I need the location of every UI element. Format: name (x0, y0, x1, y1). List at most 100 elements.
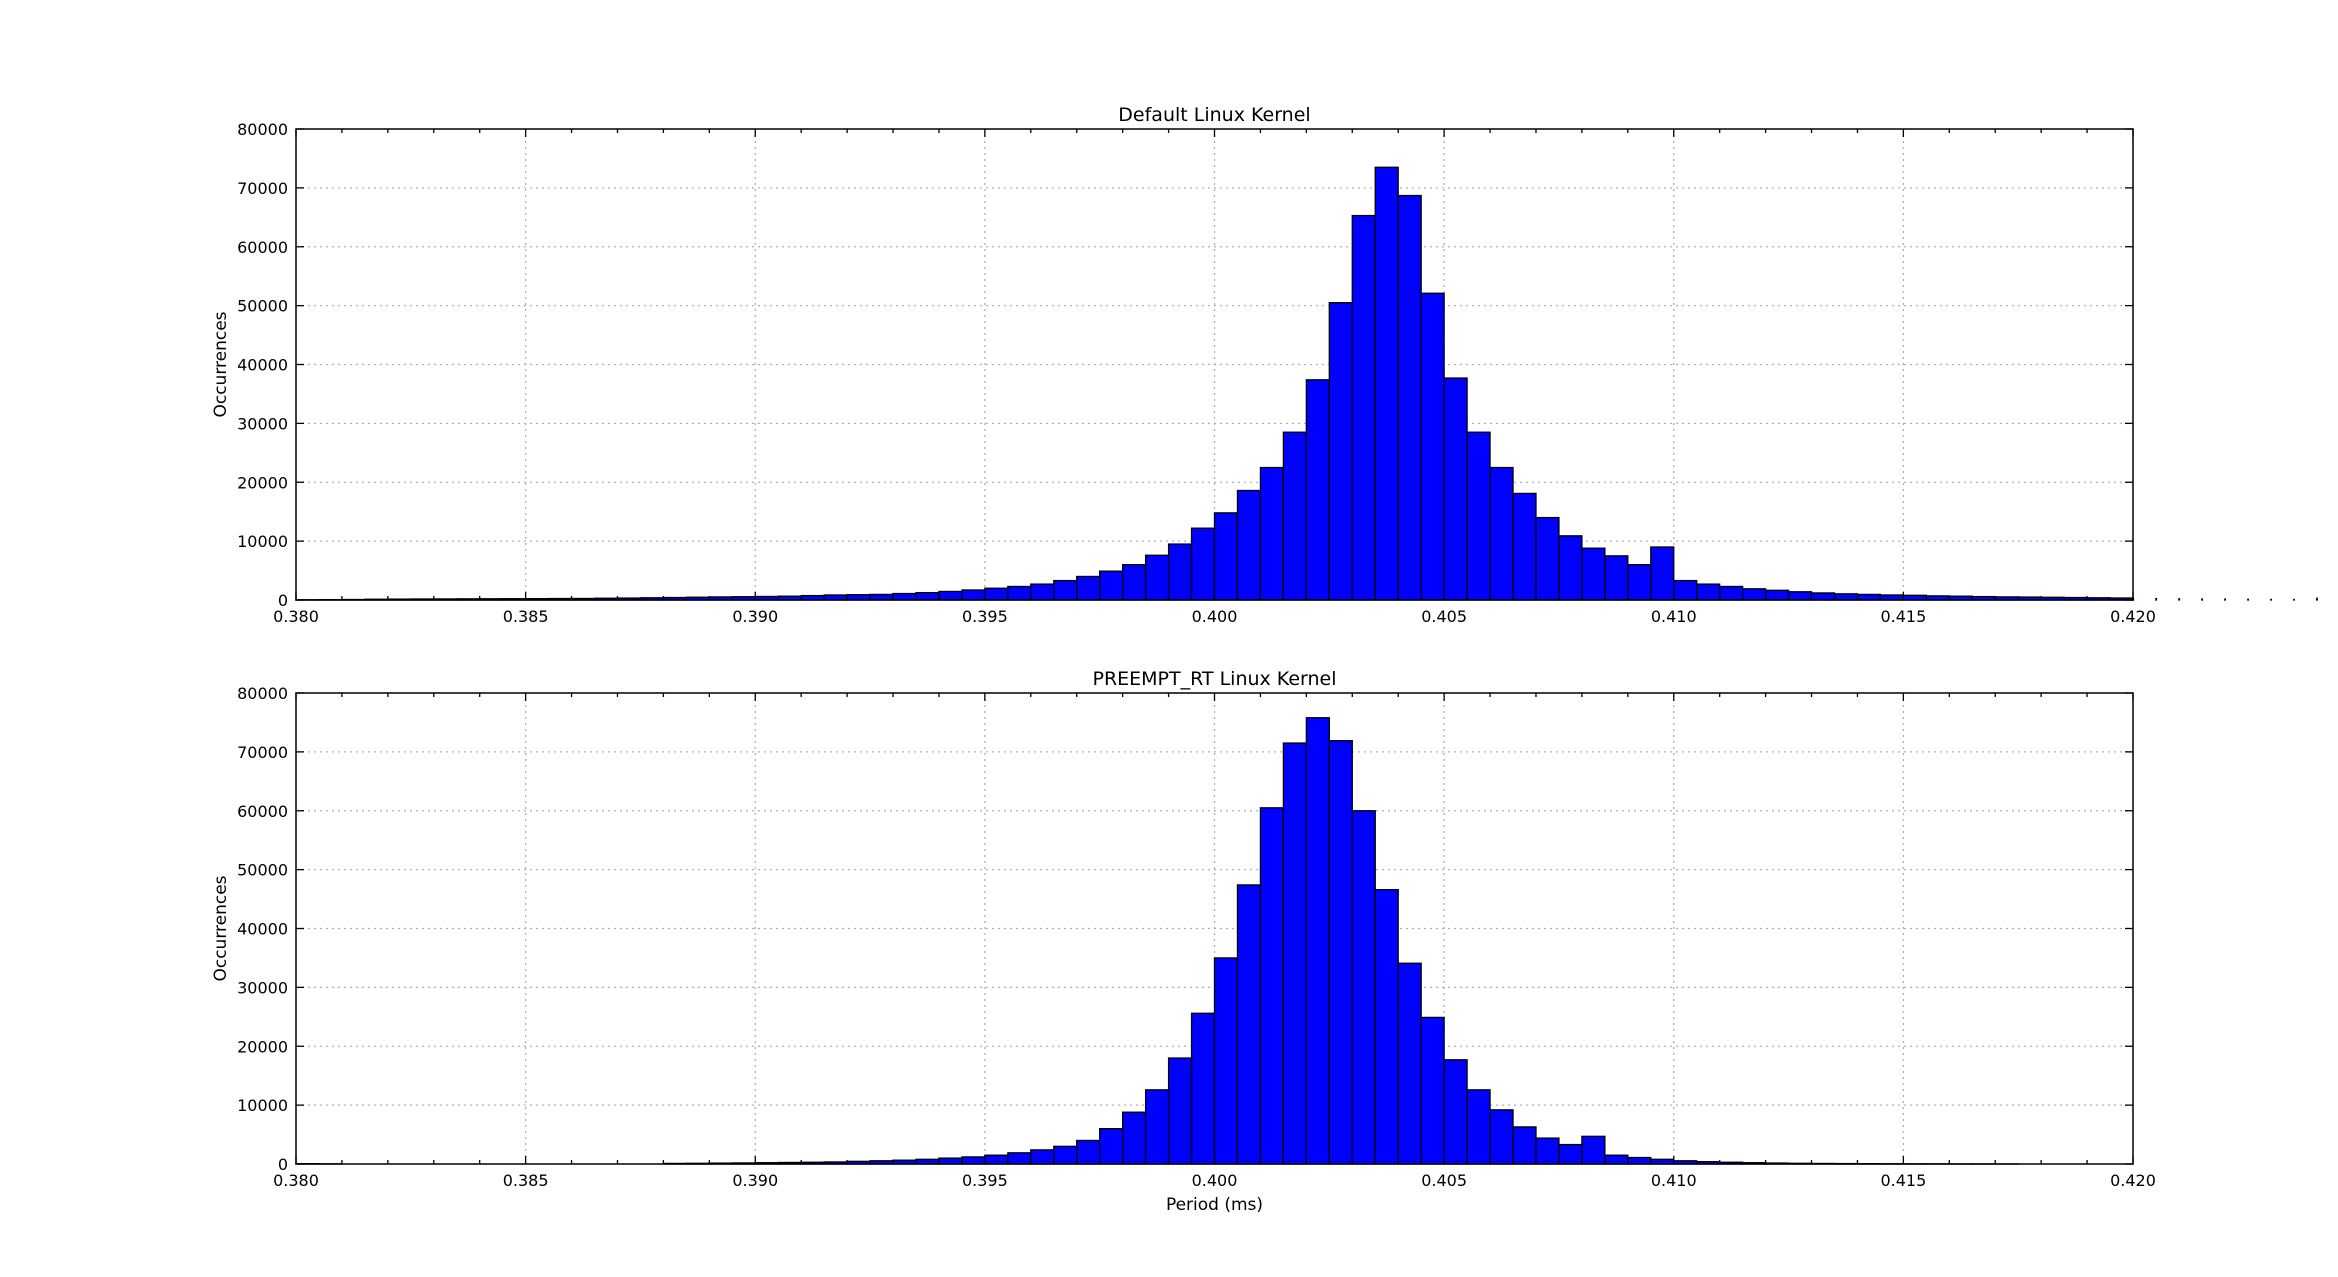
y-tick-label: 50000 (237, 297, 288, 316)
x-tick-label: 0.415 (1880, 1171, 1926, 1190)
histogram-bar (1558, 535, 1583, 601)
histogram-bar (1122, 1111, 1147, 1165)
histogram-bar (1007, 1152, 1032, 1165)
histogram-bar (1741, 588, 1767, 601)
chart-title: PREEMPT_RT Linux Kernel (1092, 668, 1336, 690)
histogram-bar (1443, 377, 1468, 601)
histogram-bar (1167, 543, 1193, 601)
x-tick-label: 0.395 (962, 607, 1008, 626)
histogram-bar (1007, 585, 1032, 601)
histogram-bar (938, 1157, 963, 1165)
histogram-bar (1443, 1059, 1468, 1165)
histogram-bar (915, 591, 940, 601)
histogram-bar (1787, 591, 1813, 601)
histogram-bar (1833, 593, 1859, 601)
x-tick-label: 0.420 (2110, 607, 2156, 626)
x-tick-label: 0.400 (1192, 1171, 1238, 1190)
histogram-bar (1397, 962, 1422, 1165)
histogram-bar (1489, 466, 1514, 601)
y-tick-label: 0 (278, 1155, 288, 1174)
histogram-bar (984, 1154, 1009, 1165)
histogram-bar (1144, 554, 1170, 601)
histogram-bar (823, 594, 848, 601)
y-tick-label: 80000 (237, 120, 288, 139)
histogram-bar (2178, 598, 2181, 601)
y-tick-label: 10000 (237, 1096, 288, 1115)
histogram-bar (1053, 1145, 1078, 1165)
y-tick-label: 70000 (237, 179, 288, 198)
x-tick-label: 0.410 (1651, 1171, 1697, 1190)
x-tick-label: 0.380 (273, 607, 319, 626)
histogram-bar (1099, 1128, 1124, 1165)
histogram-bar (1420, 1016, 1445, 1165)
x-tick-label: 0.385 (503, 1171, 549, 1190)
histogram-bar (1167, 1057, 1193, 1165)
y-axis-label: Occurrences (211, 875, 231, 981)
histogram-bar (1673, 579, 1698, 601)
x-tick-label: 0.400 (1192, 607, 1238, 626)
y-tick-label: 80000 (237, 684, 288, 703)
x-tick-label: 0.410 (1651, 607, 1697, 626)
histogram-bar (1122, 564, 1147, 601)
histogram-bar (1512, 492, 1537, 601)
x-tick-label: 0.385 (503, 607, 549, 626)
preempt-rt-kernel-panel: 0.380 0.385 0.390 0.395 0.400 0.405 0.410 0.415… (211, 668, 2156, 1215)
histogram-bar (1420, 292, 1445, 601)
histogram-bar (2155, 597, 2158, 601)
histogram-bar (1466, 1089, 1491, 1165)
histogram-bar (1512, 1126, 1537, 1165)
histogram-bar (869, 593, 894, 601)
histogram-bar (1558, 1143, 1583, 1165)
histogram-bar (1879, 594, 1905, 601)
histogram-bar (1397, 194, 1422, 601)
histogram-bar (1328, 740, 1353, 1165)
x-tick-label: 0.395 (962, 1171, 1008, 1190)
y-tick-label: 0 (278, 591, 288, 610)
x-tick-label: 0.380 (273, 1171, 319, 1190)
histogram-bar (1259, 807, 1285, 1165)
histogram-bar (938, 590, 963, 601)
histogram-bar (984, 587, 1009, 601)
histogram-bar (1810, 592, 1836, 601)
y-tick-label: 20000 (237, 1037, 288, 1056)
chart-title: Default Linux Kernel (1118, 104, 1310, 126)
histogram-bar (2224, 598, 2227, 601)
histogram-bar (1604, 555, 1629, 601)
y-tick-label: 20000 (237, 473, 288, 492)
histogram-bar (1259, 466, 1285, 601)
y-axis-label: Occurrences (211, 311, 231, 417)
x-tick-label: 0.415 (1880, 607, 1926, 626)
histogram-bar (1144, 1089, 1170, 1165)
histogram-bar (1190, 1012, 1216, 1165)
histogram-bar (846, 594, 871, 601)
x-tick-label: 0.390 (732, 1171, 778, 1190)
histogram-bar (1696, 583, 1721, 601)
histogram-bar (1030, 1149, 1055, 1165)
histogram-bar (1581, 1135, 1606, 1165)
histogram-bar (2316, 597, 2318, 601)
histogram-bar (1604, 1154, 1629, 1165)
histogram-bar (1213, 512, 1239, 601)
histogram-bar (1305, 717, 1330, 1165)
y-tick-label: 70000 (237, 743, 288, 762)
histogram-bar (1535, 516, 1560, 601)
histogram-bar (1213, 957, 1239, 1165)
histogram-bar (1076, 1139, 1101, 1165)
x-tick-label: 0.405 (1421, 1171, 1467, 1190)
x-tick-label: 0.405 (1421, 607, 1467, 626)
histogram-bar (1627, 1156, 1652, 1165)
histogram-bar (1030, 583, 1055, 601)
histogram-bar (1374, 888, 1399, 1165)
histogram-bar (1627, 564, 1652, 601)
histogram-bar (1719, 585, 1744, 601)
histogram-bar (1076, 575, 1101, 601)
histogram-bar (1236, 489, 1262, 601)
histogram-bar (1374, 166, 1399, 601)
histogram-bar (1489, 1109, 1514, 1165)
y-tick-label: 50000 (237, 861, 288, 880)
histogram-bar (1535, 1137, 1560, 1165)
histogram-bar (1190, 527, 1216, 601)
x-axis-label: Period (ms) (1166, 1195, 1263, 1215)
histogram-bar (1764, 589, 1790, 601)
